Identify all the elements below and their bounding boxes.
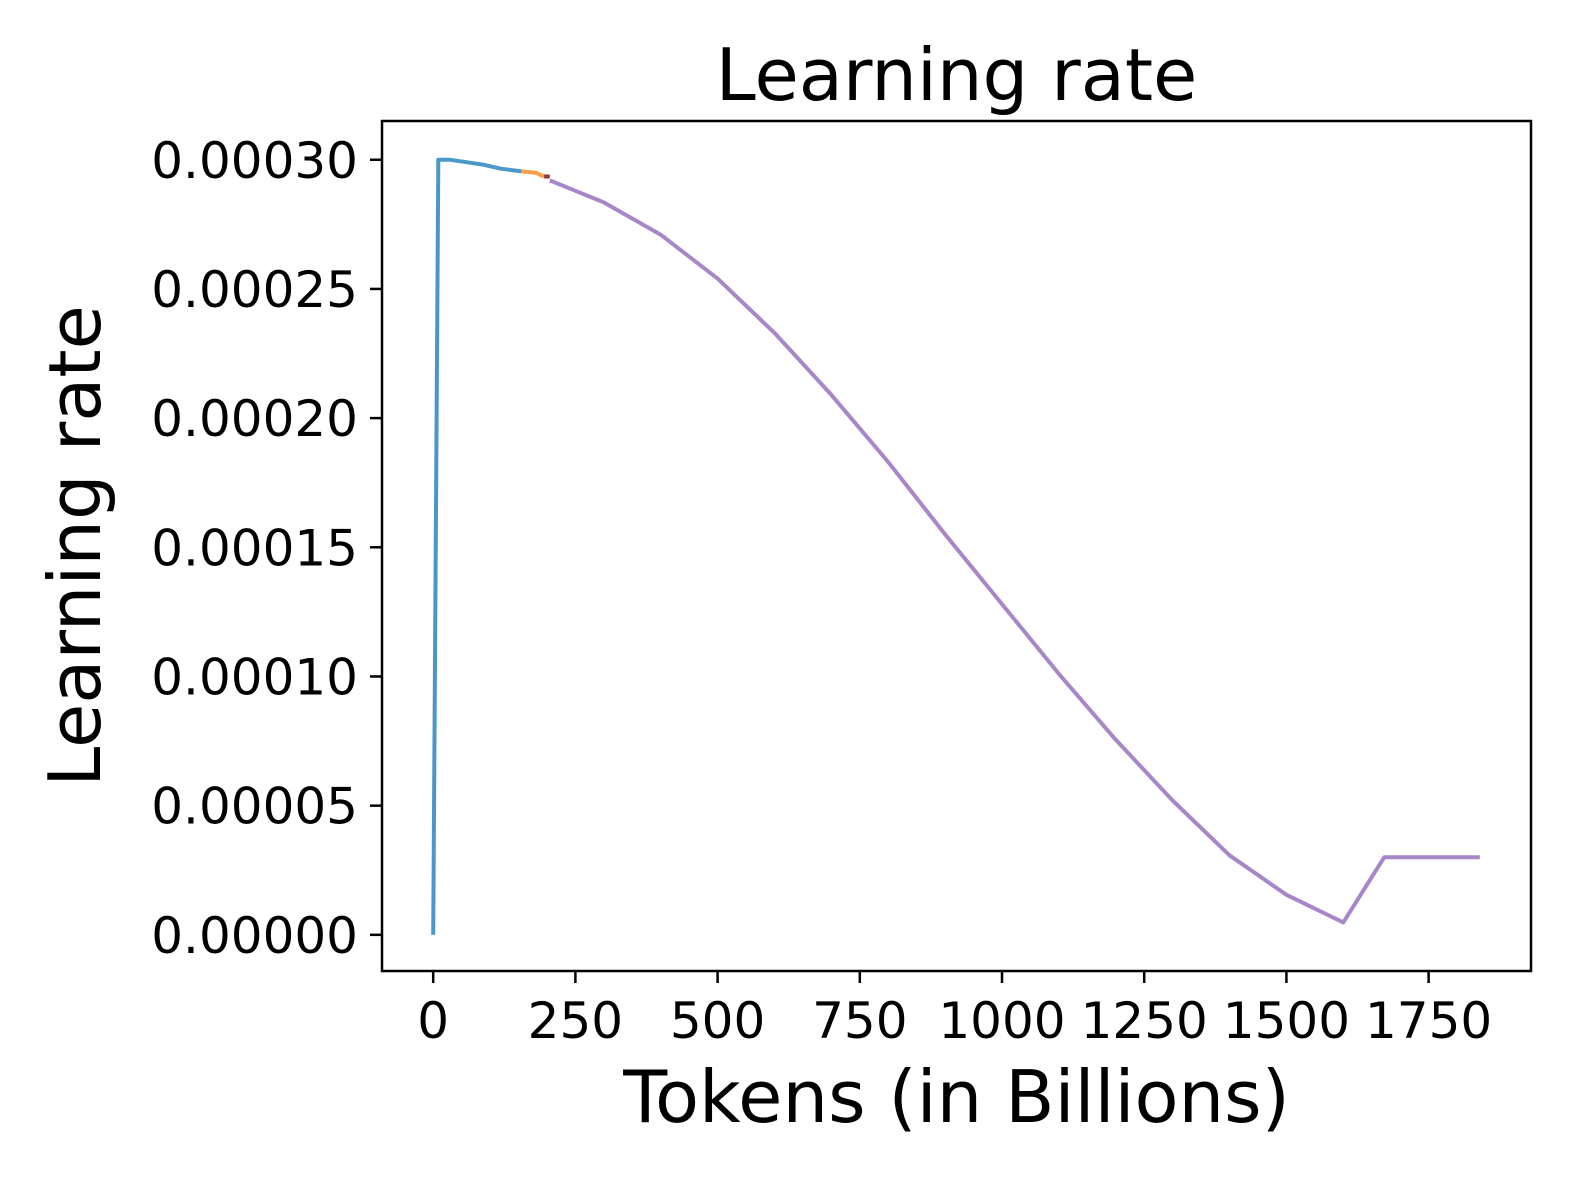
y-axis-label: Learning rate (33, 305, 117, 787)
y-tick-label: 0.00005 (151, 778, 358, 836)
x-tick-label: 1500 (1223, 992, 1350, 1050)
x-tick-label: 1250 (1081, 992, 1208, 1050)
y-axis-ticks: 0.00000 0.00005 0.00010 0.00015 0.00020 0.000… (151, 132, 382, 965)
x-tick-label: 250 (528, 992, 623, 1050)
x-tick-label: 0 (417, 992, 449, 1050)
series-layer (431, 157, 1480, 935)
x-tick-label: 750 (812, 992, 907, 1050)
chart-title: Learning rate (716, 33, 1198, 117)
series-line-4 (549, 178, 1480, 925)
y-tick-label: 0.00010 (151, 648, 358, 706)
x-axis-label: Tokens (in Billions) (622, 1055, 1290, 1139)
y-tick-label: 0.00015 (151, 519, 358, 577)
x-tick-label: 1000 (938, 992, 1065, 1050)
x-tick-label: 1750 (1365, 992, 1492, 1050)
series-line-2 (521, 169, 545, 179)
y-tick-label: 0.00020 (151, 390, 358, 448)
x-axis-ticks: 0 250 500 750 1000 1250 1500 1750 (417, 971, 1492, 1050)
x-tick-label: 500 (670, 992, 765, 1050)
y-tick-label: 0.00025 (151, 261, 358, 319)
series-line-1 (431, 157, 522, 935)
y-tick-label: 0.00030 (151, 132, 358, 190)
y-tick-label: 0.00000 (151, 907, 358, 965)
plot-frame (380, 119, 1533, 973)
